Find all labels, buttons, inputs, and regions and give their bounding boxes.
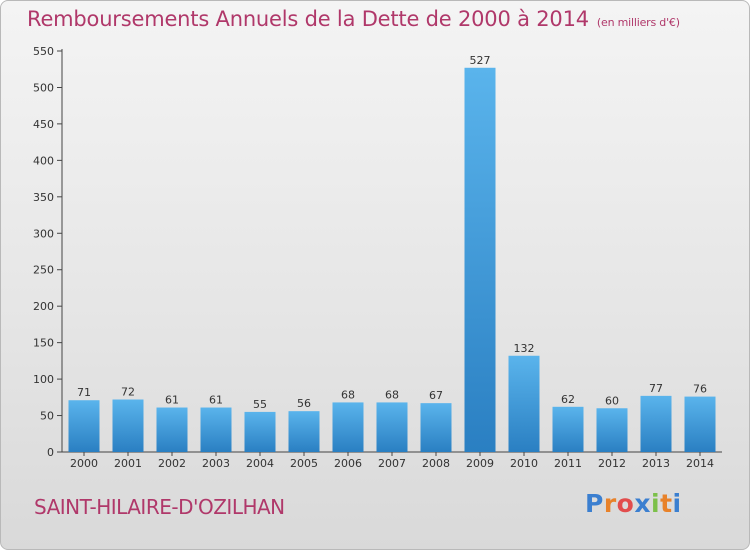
x-tick-label: 2003 bbox=[202, 457, 230, 470]
bar bbox=[200, 407, 232, 452]
data-label: 61 bbox=[165, 394, 179, 407]
data-label: 72 bbox=[121, 386, 135, 399]
x-tick-label: 2002 bbox=[158, 457, 186, 470]
x-tick-label: 2013 bbox=[642, 457, 670, 470]
x-tick-label: 2012 bbox=[598, 457, 626, 470]
chart-title-text: Remboursements Annuels de la Dette de 20… bbox=[27, 7, 589, 31]
x-tick-label: 2001 bbox=[114, 457, 142, 470]
bar bbox=[552, 406, 584, 452]
x-tick-label: 2004 bbox=[246, 457, 274, 470]
logo-letter: t bbox=[660, 489, 673, 518]
logo-letter: i bbox=[651, 489, 661, 518]
y-tick-label: 350 bbox=[33, 191, 54, 204]
x-tick-label: 2014 bbox=[686, 457, 714, 470]
data-label: 527 bbox=[470, 54, 491, 67]
y-tick-label: 250 bbox=[33, 264, 54, 277]
logo-letter: x bbox=[634, 489, 651, 518]
data-label: 77 bbox=[649, 382, 663, 395]
bar bbox=[420, 403, 452, 452]
data-label: 71 bbox=[77, 386, 91, 399]
y-tick-label: 550 bbox=[33, 45, 54, 58]
bar bbox=[112, 399, 144, 452]
y-tick-label: 0 bbox=[47, 446, 54, 459]
data-label: 76 bbox=[693, 383, 707, 396]
bar bbox=[640, 395, 672, 452]
commune-name: SAINT-HILAIRE-D'OZILHAN bbox=[34, 495, 285, 519]
bar bbox=[244, 411, 276, 452]
logo-letter: i bbox=[672, 489, 682, 518]
bar bbox=[508, 355, 540, 452]
data-label: 62 bbox=[561, 393, 575, 406]
chart-title: Remboursements Annuels de la Dette de 20… bbox=[27, 7, 680, 31]
data-label: 132 bbox=[514, 342, 535, 355]
x-tick-label: 2007 bbox=[378, 457, 406, 470]
y-tick-label: 450 bbox=[33, 118, 54, 131]
data-label: 56 bbox=[297, 397, 311, 410]
y-tick-label: 50 bbox=[40, 410, 54, 423]
x-tick-label: 2009 bbox=[466, 457, 494, 470]
x-tick-label: 2006 bbox=[334, 457, 362, 470]
logo-letter: P bbox=[585, 489, 604, 518]
x-tick-label: 2008 bbox=[422, 457, 450, 470]
y-tick-label: 100 bbox=[33, 373, 54, 386]
bar bbox=[288, 411, 320, 452]
x-tick-label: 2000 bbox=[70, 457, 98, 470]
y-tick-label: 200 bbox=[33, 300, 54, 313]
y-tick-label: 500 bbox=[33, 81, 54, 94]
data-label: 55 bbox=[253, 398, 267, 411]
bar bbox=[596, 408, 628, 452]
y-tick-label: 150 bbox=[33, 337, 54, 350]
data-label: 61 bbox=[209, 394, 223, 407]
x-tick-label: 2010 bbox=[510, 457, 538, 470]
x-tick-label: 2011 bbox=[554, 457, 582, 470]
logo-letter: o bbox=[616, 489, 635, 518]
bar bbox=[464, 67, 496, 452]
data-label: 67 bbox=[429, 389, 443, 402]
bar bbox=[376, 402, 408, 452]
data-label: 68 bbox=[341, 388, 355, 401]
data-label: 60 bbox=[605, 394, 619, 407]
bar bbox=[68, 400, 100, 452]
bar bbox=[156, 407, 188, 452]
bar bbox=[684, 396, 716, 452]
bar bbox=[332, 402, 364, 452]
proxiti-logo: Proxiti bbox=[585, 489, 682, 518]
x-tick-label: 2005 bbox=[290, 457, 318, 470]
y-tick-label: 400 bbox=[33, 154, 54, 167]
y-tick-label: 300 bbox=[33, 227, 54, 240]
data-label: 68 bbox=[385, 388, 399, 401]
unit-note: (en milliers d'€) bbox=[596, 16, 680, 29]
logo-letter: r bbox=[603, 489, 617, 518]
